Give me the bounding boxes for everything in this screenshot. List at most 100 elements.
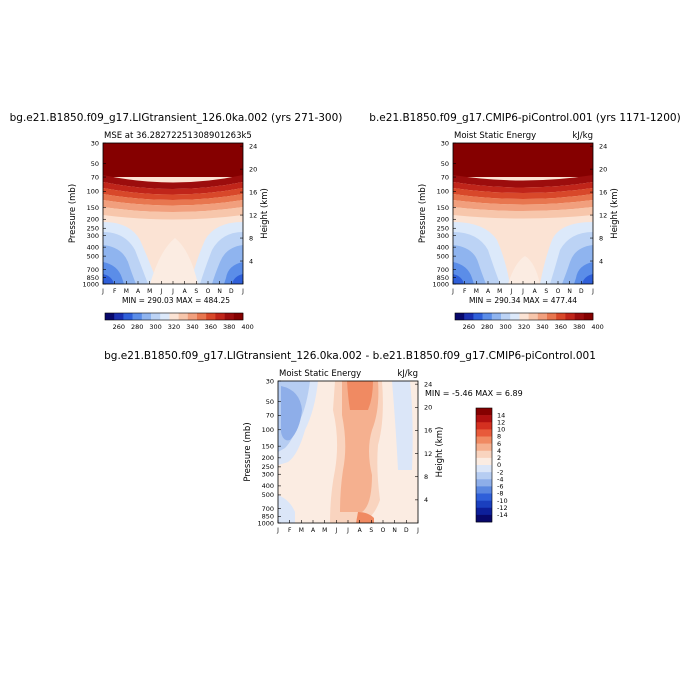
y2-tick-label: 4 [599, 257, 603, 265]
y-tick-label: 200 [87, 216, 99, 224]
panel-lig-transient: bg.e21.B1850.f09_g17.LIGtransient_126.0k… [10, 112, 343, 285]
colorbar-swatch [547, 313, 557, 320]
y-tick-label: 1000 [257, 519, 274, 527]
colorbar-swatch [476, 507, 492, 516]
y2-axis-title: Height (km) [435, 427, 445, 478]
y-tick-label: 100 [437, 188, 449, 196]
x-tick-label: D [404, 527, 409, 534]
y-tick-label: 50 [91, 160, 99, 168]
colorbar-swatch [206, 313, 216, 320]
y-tick-label: 700 [262, 505, 274, 513]
colorbar-label: 360 [555, 323, 567, 331]
y2-tick-label: 24 [424, 380, 432, 388]
axes-layer: 3050701001502002503004005007008501000242… [68, 139, 620, 534]
colorbar-label: -8 [497, 490, 503, 498]
panel-difference: bg.e21.B1850.f09_g17.LIGtransient_126.0k… [104, 350, 596, 524]
y-tick-label: 500 [87, 252, 99, 260]
y-tick-label: 100 [87, 188, 99, 196]
y-tick-label: 400 [437, 243, 449, 251]
colorbar-swatch [215, 313, 225, 320]
colorbar-swatch [123, 313, 133, 320]
y2-tick-label: 20 [599, 165, 607, 173]
x-tick-label: O [206, 288, 211, 295]
colorbar-swatch [224, 313, 235, 320]
y2-tick-label: 4 [249, 257, 253, 265]
y-tick-label: 150 [262, 442, 274, 450]
y-tick-label: 700 [87, 266, 99, 274]
x-tick-label: J [591, 288, 594, 295]
x-tick-label: J [334, 527, 337, 534]
x-tick-label: M [474, 288, 479, 295]
colorbar-swatch [476, 415, 492, 423]
colorbar-swatch [187, 313, 198, 320]
x-tick-label: J [416, 527, 419, 534]
panel-left-label: Moist Static Energy [454, 131, 536, 141]
colorbar-frame [454, 312, 594, 321]
x-tick-label: M [322, 527, 327, 534]
y-tick-label: 1000 [432, 280, 449, 288]
colorbar-label: 4 [497, 447, 501, 455]
x-tick-label: A [533, 288, 538, 295]
x-tick-label: J [451, 288, 454, 295]
colorbar-swatch [476, 479, 492, 487]
panel-min-max: MIN = 290.34 MAX = 477.44 [469, 296, 577, 305]
y2-tick-label: 8 [249, 234, 253, 242]
colorbar-swatch [476, 493, 492, 501]
colorbar-swatch [160, 313, 170, 320]
y-tick-label: 250 [437, 225, 449, 233]
y2-tick-label: 20 [424, 404, 432, 412]
x-tick-label: A [311, 527, 316, 534]
contour-field [103, 143, 243, 284]
colorbar-swatch [114, 313, 124, 320]
colorbar-label: 300 [149, 323, 161, 331]
y2-axis-title: Height (km) [260, 188, 270, 239]
panel-min-max: MIN = -5.46 MAX = 6.89 [425, 389, 523, 398]
colorbar-swatch [476, 450, 492, 459]
colorbar-swatch [197, 313, 207, 320]
panel-units: kJ/kg [397, 369, 418, 379]
y2-tick-label: 12 [249, 211, 257, 219]
y-tick-label: 300 [87, 232, 99, 240]
y-tick-label: 70 [91, 173, 99, 181]
y2-tick-label: 4 [424, 496, 428, 504]
colorbar-swatch [476, 436, 492, 444]
panel-left-label: Moist Static Energy [279, 369, 361, 379]
colorbar-swatch [583, 313, 594, 320]
colorbar-label: 360 [205, 323, 217, 331]
contour-field [453, 143, 593, 284]
y-tick-label: 300 [437, 232, 449, 240]
y2-tick-label: 16 [599, 188, 607, 196]
x-tick-label: O [381, 527, 386, 534]
x-tick-label: J [346, 527, 349, 534]
colorbar-swatch [565, 313, 575, 320]
y-tick-label: 1000 [82, 280, 99, 288]
colorbar-label: -10 [497, 497, 508, 505]
colorbar-swatch [105, 313, 115, 320]
colorbar-label: 0 [497, 461, 501, 469]
y-tick-label: 300 [262, 471, 274, 479]
colorbar-label: 260 [113, 323, 125, 331]
y-tick-label: 500 [437, 252, 449, 260]
colorbar-swatch [476, 443, 492, 452]
panel-title: bg.e21.B1850.f09_g17.LIGtransient_126.0k… [104, 350, 596, 362]
colorbar-swatch [537, 313, 548, 320]
y2-tick-label: 8 [599, 234, 603, 242]
x-tick-label: J [101, 288, 104, 295]
x-tick-label: S [369, 527, 373, 534]
colorbar-swatch [476, 429, 492, 437]
panel-title: bg.e21.B1850.f09_g17.LIGtransient_126.0k… [10, 112, 343, 124]
x-tick-label: J [241, 288, 244, 295]
colorbar-label: 320 [518, 323, 530, 331]
panel-picontrol: b.e21.B1850.f09_g17.CMIP6-piControl.001 … [369, 112, 681, 285]
colorbar-label: 260 [463, 323, 475, 331]
y-tick-label: 850 [87, 274, 99, 282]
y-tick-label: 400 [262, 482, 274, 490]
y-tick-label: 30 [91, 139, 99, 147]
colorbar-swatch [464, 313, 474, 320]
colorbar-label: 300 [499, 323, 511, 331]
colorbar-label: 340 [186, 323, 198, 331]
x-tick-label: O [556, 288, 561, 295]
y2-tick-label: 12 [599, 211, 607, 219]
y-tick-label: 150 [437, 204, 449, 212]
